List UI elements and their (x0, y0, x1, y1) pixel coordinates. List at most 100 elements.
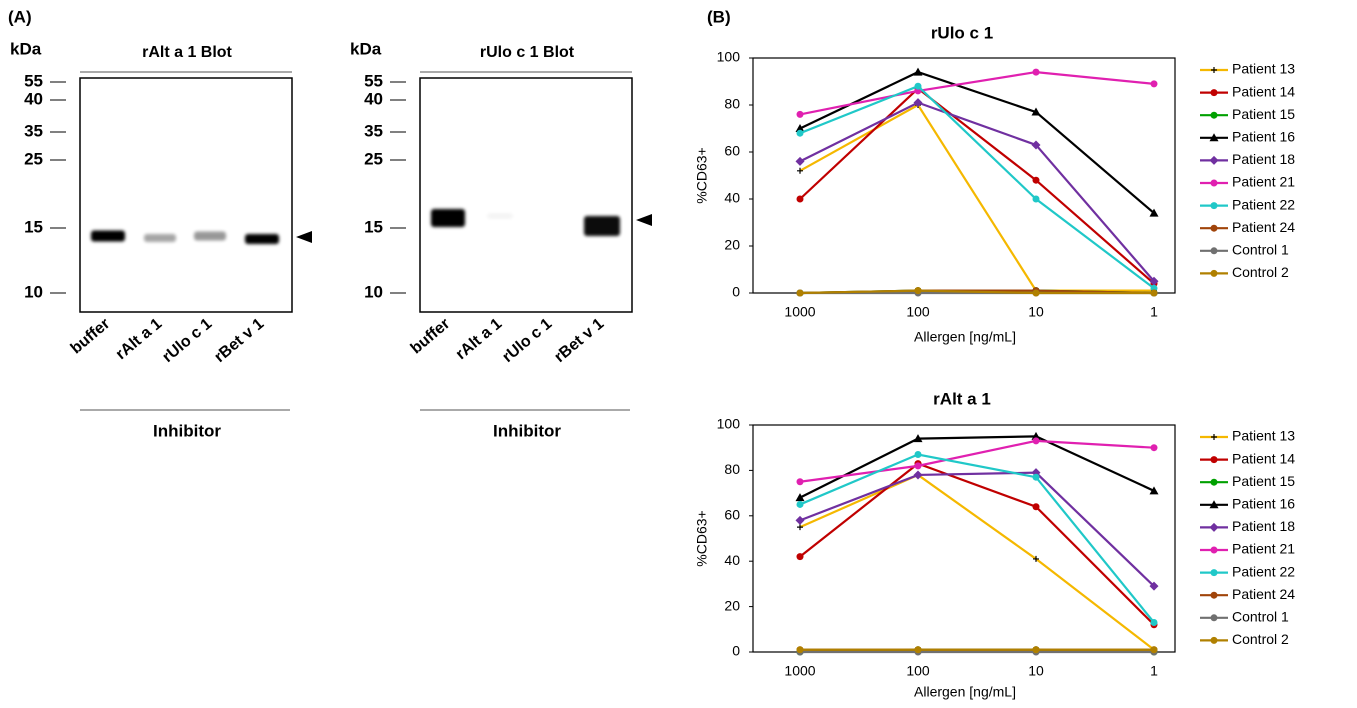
data-point (1033, 646, 1040, 653)
arrowhead (636, 214, 652, 226)
x-tick-label: 1000 (784, 663, 815, 679)
data-point (1033, 503, 1040, 510)
band (91, 231, 125, 242)
legend-marker (1211, 180, 1218, 187)
data-point (1151, 80, 1158, 87)
y-tick-label: 40 (724, 190, 740, 206)
series (797, 472, 1157, 653)
lane-label: rBet v 1 (211, 315, 267, 366)
x-axis-label: Allergen [ng/mL] (914, 329, 1016, 345)
series (796, 98, 1159, 286)
series (797, 646, 1158, 655)
unit-label: kDa (10, 39, 42, 58)
legend-marker (1211, 637, 1218, 644)
legend-label: Patient 21 (1232, 541, 1295, 557)
data-point (796, 516, 805, 525)
x-tick-label: 1000 (784, 304, 815, 320)
lane-label: rAlt a 1 (113, 315, 166, 363)
data-point (797, 111, 804, 118)
data-point (915, 287, 922, 294)
figure: (A) (B) rAlt a 1 BlotkDa554035251510buff… (0, 0, 1357, 708)
gel (80, 78, 292, 312)
y-tick-label: 0 (732, 284, 740, 300)
legend-marker (1211, 89, 1218, 96)
data-point (1033, 69, 1040, 76)
marker-label: 55 (24, 71, 43, 90)
legend-label: Control 1 (1232, 242, 1289, 258)
legend-label: Patient 16 (1232, 496, 1295, 512)
lane-label: rUlo c 1 (159, 315, 215, 366)
marker-label: 35 (364, 121, 383, 140)
legend-marker (1211, 225, 1218, 232)
legend-label: Patient 16 (1232, 129, 1295, 145)
y-tick-label: 40 (724, 552, 740, 568)
data-point (1151, 646, 1158, 653)
legend-label: Patient 18 (1232, 518, 1295, 534)
legend-marker (1211, 434, 1217, 440)
y-tick-label: 60 (724, 507, 740, 523)
x-tick-label: 100 (906, 663, 930, 679)
data-point (1033, 474, 1040, 481)
legend-label: Patient 13 (1232, 428, 1295, 444)
data-point (1151, 290, 1158, 297)
lane-label: buffer (68, 315, 114, 357)
lane-label: buffer (408, 315, 454, 357)
chart-title: rAlt a 1 (933, 389, 991, 408)
x-axis-label: Allergen [ng/mL] (914, 684, 1016, 700)
legend-marker (1211, 112, 1218, 119)
series-line (800, 464, 1154, 625)
marker-label: 10 (364, 282, 383, 301)
legend-label: Control 2 (1232, 631, 1289, 647)
x-tick-label: 1 (1150, 304, 1158, 320)
marker-label: 25 (364, 149, 383, 168)
series (797, 83, 1158, 292)
legend-marker (1211, 456, 1218, 463)
data-point (1033, 290, 1040, 297)
marker-label: 40 (364, 89, 383, 108)
legend-marker (1211, 270, 1218, 277)
data-point (915, 451, 922, 458)
series (796, 468, 1159, 590)
marker-label: 15 (364, 217, 383, 236)
y-tick-label: 0 (732, 643, 740, 659)
data-point (796, 157, 805, 166)
legend-marker (1211, 592, 1218, 599)
band (144, 234, 176, 242)
data-point (797, 196, 804, 203)
y-axis-label: %CD63+ (694, 147, 710, 203)
legend-label: Patient 14 (1232, 450, 1295, 466)
data-point (1151, 619, 1158, 626)
y-axis-label: %CD63+ (694, 510, 710, 566)
x-tick-label: 10 (1028, 304, 1044, 320)
y-tick-label: 20 (724, 597, 740, 613)
legend-marker (1211, 67, 1217, 73)
legend-label: Patient 22 (1232, 563, 1295, 579)
data-point (915, 646, 922, 653)
lane-label: rAlt a 1 (453, 315, 506, 363)
legend-marker (1211, 547, 1218, 554)
axis-label: Inhibitor (153, 421, 221, 440)
lane-label: rUlo c 1 (499, 315, 555, 366)
marker-label: 10 (24, 282, 43, 301)
x-tick-label: 1 (1150, 663, 1158, 679)
gel (420, 78, 632, 312)
legend-label: Patient 15 (1232, 106, 1295, 122)
y-tick-label: 20 (724, 237, 740, 253)
data-point (797, 290, 804, 297)
marker-label: 25 (24, 149, 43, 168)
series (797, 69, 1158, 118)
series (797, 437, 1158, 485)
band (487, 213, 513, 219)
series-line (800, 72, 1154, 114)
legend-label: Control 1 (1232, 609, 1289, 625)
legend-marker (1210, 523, 1219, 532)
data-point (797, 501, 804, 508)
legend-label: Patient 24 (1232, 219, 1295, 235)
series-line (800, 89, 1154, 284)
series-line (800, 103, 1154, 282)
series-line (800, 441, 1154, 482)
y-tick-label: 100 (717, 49, 741, 65)
band (431, 209, 465, 227)
panel-label: (B) (707, 7, 731, 26)
series (797, 102, 1157, 294)
